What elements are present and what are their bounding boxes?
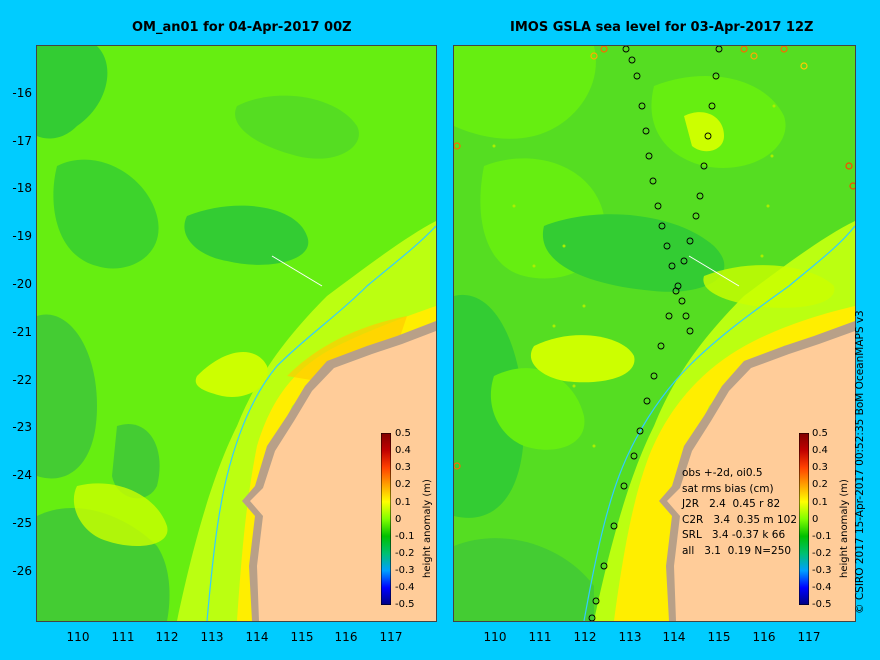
colorbar-tick: 0.1: [812, 497, 828, 508]
colorbar-tick: -0.2: [812, 548, 832, 559]
lat-tick: -24: [12, 468, 32, 482]
colorbar-tick: -0.2: [395, 548, 415, 559]
lon-tick: 114: [245, 630, 269, 644]
colorbar-tick: 0.3: [395, 462, 411, 473]
colorbar-tick: -0.3: [395, 565, 415, 576]
right-map: [453, 45, 856, 622]
lat-tick: -22: [12, 373, 32, 387]
colorbar-tick: 0.5: [812, 428, 828, 439]
left-colorbar-gradient: [381, 433, 391, 605]
left-map-title: OM_an01 for 04-Apr-2017 00Z: [132, 20, 352, 35]
lon-tick: 111: [528, 630, 552, 644]
colorbar-tick: 0.2: [395, 479, 411, 490]
lon-tick: 112: [573, 630, 597, 644]
lat-tick: -16: [12, 86, 32, 100]
colorbar-tick: 0.1: [395, 497, 411, 508]
obs-stats: obs +-2d, oi0.5 sat rms bias (cm) J2R 2.4 …: [682, 466, 797, 559]
lat-tick: -21: [12, 325, 32, 339]
lon-tick: 117: [379, 630, 403, 644]
colorbar-tick: -0.1: [812, 531, 832, 542]
stats-row: J2R 2.4 0.45 r 82: [682, 498, 781, 510]
colorbar-tick: 0.4: [812, 445, 828, 456]
lat-tick: -26: [12, 564, 32, 578]
colorbar-tick: -0.4: [812, 582, 832, 593]
satellite-track-dots: [492, 104, 776, 448]
credit-text: © CSIRO 2017 15-Apr-2017 00:52:35 BoM Oc…: [854, 310, 866, 614]
lon-tick: 117: [797, 630, 821, 644]
stats-line: sat rms bias (cm): [682, 482, 774, 495]
colorbar-tick: -0.5: [395, 599, 415, 610]
lon-tick: 110: [483, 630, 507, 644]
colorbar-tick: -0.5: [812, 599, 832, 610]
lon-tick: 115: [290, 630, 314, 644]
colorbar-title: height anomaly (m): [422, 479, 433, 578]
lat-tick: -17: [12, 134, 32, 148]
left-map: [36, 45, 437, 622]
stats-row: all 3.1 0.19 N=250: [682, 544, 792, 557]
lon-tick: 111: [111, 630, 135, 644]
lon-tick: 113: [200, 630, 224, 644]
right-colorbar-gradient: [799, 433, 809, 605]
stats-row: C2R 3.4 0.35 m 102: [682, 513, 798, 526]
lon-tick: 115: [707, 630, 731, 644]
lon-tick: 116: [334, 630, 358, 644]
lat-tick: -23: [12, 420, 32, 434]
colorbar-tick: -0.4: [395, 582, 415, 593]
colorbar-tick: 0.4: [395, 445, 411, 456]
lon-tick: 110: [66, 630, 90, 644]
lon-tick: 113: [618, 630, 642, 644]
satellite-track-markers: [588, 46, 723, 621]
colorbar-tick: 0.2: [812, 479, 828, 490]
lon-tick: 114: [662, 630, 686, 644]
lat-tick: -18: [12, 181, 32, 195]
lat-tick: -25: [12, 516, 32, 530]
colorbar-title: height anomaly (m): [839, 479, 850, 578]
colorbar-tick: 0: [812, 514, 819, 525]
colorbar-tick: -0.1: [395, 531, 415, 542]
colorbar-tick: 0: [395, 514, 402, 525]
right-map-title: IMOS GSLA sea level for 03-Apr-2017 12Z: [510, 20, 814, 35]
stats-row: SRL 3.4 -0.37 k 66: [682, 529, 786, 541]
lat-tick: -19: [12, 229, 32, 243]
lon-tick: 112: [155, 630, 179, 644]
satellite-track-colored: [454, 46, 855, 470]
colorbar-tick: -0.3: [812, 565, 832, 576]
stats-line: obs +-2d, oi0.5: [682, 467, 763, 479]
lon-tick: 116: [752, 630, 776, 644]
lat-tick: -20: [12, 277, 32, 291]
colorbar-tick: 0.5: [395, 428, 411, 439]
colorbar-tick: 0.3: [812, 462, 828, 473]
